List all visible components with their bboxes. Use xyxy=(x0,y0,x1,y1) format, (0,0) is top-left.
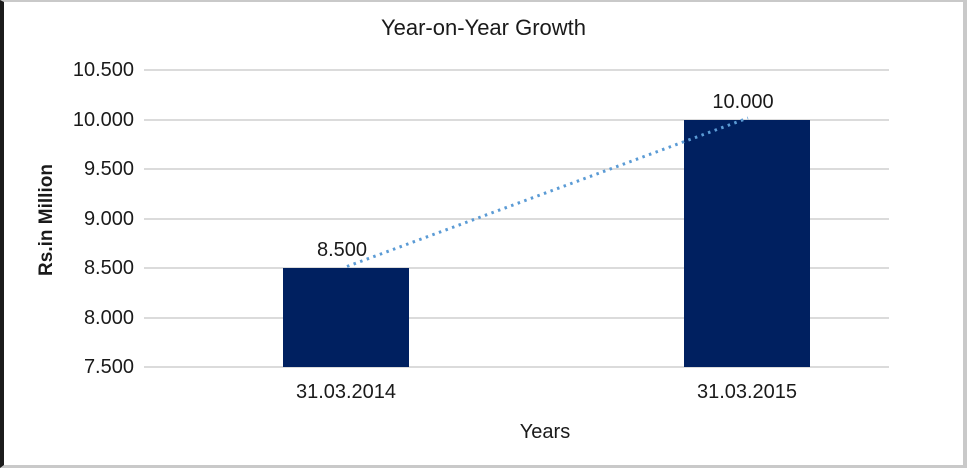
gridline xyxy=(144,366,889,368)
bar-value-label: 10.000 xyxy=(712,90,774,113)
x-tick-label: 31.03.2014 xyxy=(295,381,397,403)
y-tick-label: 8.500 xyxy=(83,257,134,279)
gridline xyxy=(144,316,889,319)
bar-value-label: 8.500 xyxy=(316,239,368,261)
chart-title: Year-on-Year Growth xyxy=(380,15,587,40)
gridline xyxy=(144,69,889,71)
x-tick-label: 31.03.2015 xyxy=(696,381,798,403)
bar xyxy=(283,268,409,367)
y-tick-label: 10.500 xyxy=(72,59,134,81)
x-axis-title: Years xyxy=(519,421,571,443)
y-tick-label: 10.000 xyxy=(72,108,134,131)
y-tick-label: 7.500 xyxy=(83,356,134,378)
y-tick-label: 8.000 xyxy=(83,306,134,329)
trendline xyxy=(346,116,749,268)
y-tick-label: 9.000 xyxy=(83,207,134,230)
bar xyxy=(684,119,810,367)
y-tick-label: 9.500 xyxy=(83,158,134,180)
gridline xyxy=(144,267,889,269)
